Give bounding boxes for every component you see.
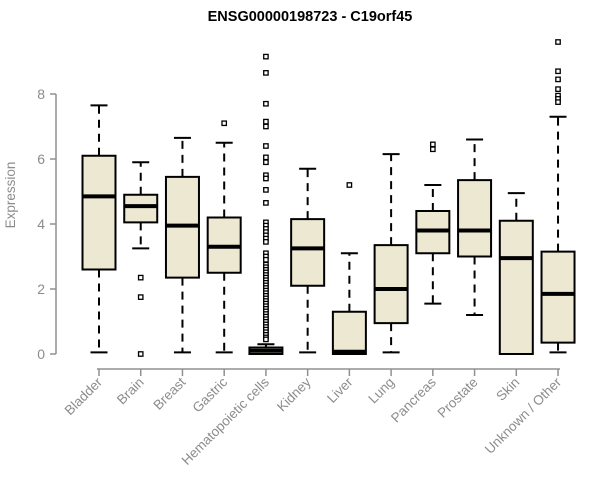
- boxplot-group-pancreas: [415, 141, 451, 305]
- y-tick-label: 4: [37, 216, 45, 232]
- x-tick-label-unknown-other: Unknown / Other: [482, 374, 565, 457]
- x-tick-label-liver: Liver: [324, 374, 356, 406]
- outlier-point: [263, 154, 269, 161]
- iqr-box: [540, 250, 576, 344]
- outlier-point: [263, 336, 269, 343]
- chart-title: ENSG00000198723 - C19orf45: [208, 9, 413, 25]
- x-tick-label-pancreas: Pancreas: [388, 374, 439, 425]
- y-tick-label: 2: [37, 281, 45, 297]
- outlier-point: [555, 68, 561, 75]
- boxplot-group-gastric: [206, 120, 242, 354]
- boxplot-group-bladder: [81, 104, 117, 354]
- iqr-box: [81, 154, 117, 271]
- iqr-box: [290, 218, 326, 287]
- outlier-point: [221, 120, 228, 127]
- boxplot-group-breast: [164, 136, 200, 354]
- boxplot-group-brain: [123, 161, 159, 357]
- outlier-point: [346, 182, 353, 188]
- outlier-point: [263, 239, 269, 245]
- outlier-point: [555, 86, 561, 92]
- outlier-point: [137, 274, 144, 281]
- boxplot-group-skin: [498, 192, 534, 355]
- iqr-box: [498, 219, 534, 355]
- boxplot-group-hematopoietic-cells: [248, 53, 284, 355]
- outlier-point: [263, 100, 269, 107]
- outlier-point: [555, 76, 561, 83]
- iqr-box: [331, 310, 367, 355]
- x-tick-label-bladder: Bladder: [62, 374, 106, 418]
- boxplot-group-unknown-other: [540, 39, 576, 354]
- outlier-point: [555, 39, 561, 45]
- x-tick-label-breast: Breast: [150, 374, 188, 412]
- outlier-point: [263, 70, 269, 76]
- x-tick-label-kidney: Kidney: [274, 374, 314, 414]
- x-tick-label-lung: Lung: [365, 375, 397, 407]
- x-tick-label-gastric: Gastric: [189, 374, 230, 415]
- outlier-point: [137, 294, 144, 300]
- boxplot-group-lung: [373, 153, 409, 354]
- iqr-box: [457, 179, 493, 258]
- y-tick-label: 0: [37, 346, 45, 362]
- boxplot-group-kidney: [290, 167, 326, 354]
- outlier-point: [263, 143, 269, 149]
- boxplot-series: [81, 39, 576, 357]
- iqr-box: [373, 244, 409, 325]
- boxplot-group-liver: [331, 182, 367, 355]
- y-tick-label: 6: [37, 151, 45, 167]
- outlier-point: [263, 53, 269, 60]
- outlier-point: [263, 159, 269, 166]
- boxplot-group-prostate: [457, 138, 493, 316]
- outlier-point: [429, 141, 436, 148]
- outlier-point: [555, 99, 561, 105]
- iqr-box: [123, 193, 159, 224]
- x-tick-label-brain: Brain: [114, 375, 147, 408]
- outlier-point: [263, 200, 269, 206]
- outlier-point: [263, 123, 269, 130]
- outlier-point: [263, 175, 269, 182]
- x-tick-label-prostate: Prostate: [435, 375, 481, 421]
- x-tick-label-skin: Skin: [493, 375, 522, 404]
- outlier-point: [263, 187, 269, 193]
- outlier-point: [429, 146, 436, 153]
- outlier-point: [263, 256, 269, 263]
- outlier-point: [137, 351, 144, 357]
- y-axis-label: Expression: [3, 162, 18, 229]
- outlier-point: [263, 118, 269, 125]
- y-tick-label: 8: [37, 86, 45, 102]
